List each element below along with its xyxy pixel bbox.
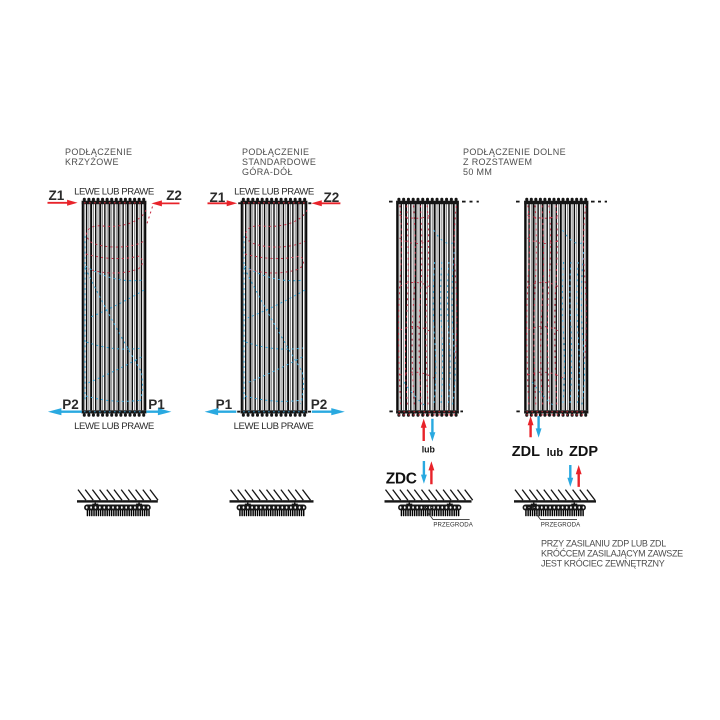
svg-text:PRZEGRODA: PRZEGRODA bbox=[433, 521, 473, 528]
svg-text:Z1: Z1 bbox=[49, 188, 65, 203]
svg-text:PRZEGRODA: PRZEGRODA bbox=[541, 521, 581, 528]
svg-text:PODŁĄCZENIE: PODŁĄCZENIE bbox=[242, 147, 309, 157]
svg-text:P1: P1 bbox=[148, 397, 165, 412]
svg-text:STANDARDOWE: STANDARDOWE bbox=[242, 157, 316, 167]
svg-text:LEWE LUB PRAWE: LEWE LUB PRAWE bbox=[74, 187, 154, 198]
svg-text:KRÓĆCEM ZASILAJĄCYM ZAWSZE: KRÓĆCEM ZASILAJĄCYM ZAWSZE bbox=[541, 549, 683, 559]
svg-text:LEWE LUB PRAWE: LEWE LUB PRAWE bbox=[74, 421, 154, 432]
svg-text:LEWE LUB PRAWE: LEWE LUB PRAWE bbox=[234, 187, 314, 198]
svg-text:Z2: Z2 bbox=[324, 190, 340, 205]
svg-text:PODŁĄCZENIE DOLNE: PODŁĄCZENIE DOLNE bbox=[463, 147, 566, 157]
svg-text:ZDP: ZDP bbox=[569, 444, 598, 460]
svg-text:50 MM: 50 MM bbox=[463, 167, 492, 177]
svg-text:GÓRA-DÓŁ: GÓRA-DÓŁ bbox=[242, 167, 293, 177]
svg-text:Z ROZSTAWEM: Z ROZSTAWEM bbox=[463, 157, 532, 167]
svg-text:lub: lub bbox=[422, 444, 436, 454]
svg-text:lub: lub bbox=[547, 447, 564, 459]
svg-text:Z2: Z2 bbox=[166, 188, 182, 203]
svg-text:P1: P1 bbox=[216, 397, 233, 412]
svg-text:PODŁĄCZENIE: PODŁĄCZENIE bbox=[65, 147, 132, 157]
svg-text:P2: P2 bbox=[62, 397, 79, 412]
svg-text:Z1: Z1 bbox=[210, 190, 226, 205]
svg-text:JEST KRÓCIEC ZEWNĘTRZNY: JEST KRÓCIEC ZEWNĘTRZNY bbox=[541, 559, 665, 569]
svg-text:PRZY ZASILANIU ZDP LUB ZDL: PRZY ZASILANIU ZDP LUB ZDL bbox=[541, 539, 666, 549]
svg-text:P2: P2 bbox=[311, 397, 328, 412]
svg-text:ZDC: ZDC bbox=[386, 471, 417, 488]
svg-text:ZDL: ZDL bbox=[512, 444, 540, 460]
svg-text:KRZYŻOWE: KRZYŻOWE bbox=[65, 157, 119, 167]
svg-text:LEWE LUB PRAWE: LEWE LUB PRAWE bbox=[234, 421, 314, 432]
